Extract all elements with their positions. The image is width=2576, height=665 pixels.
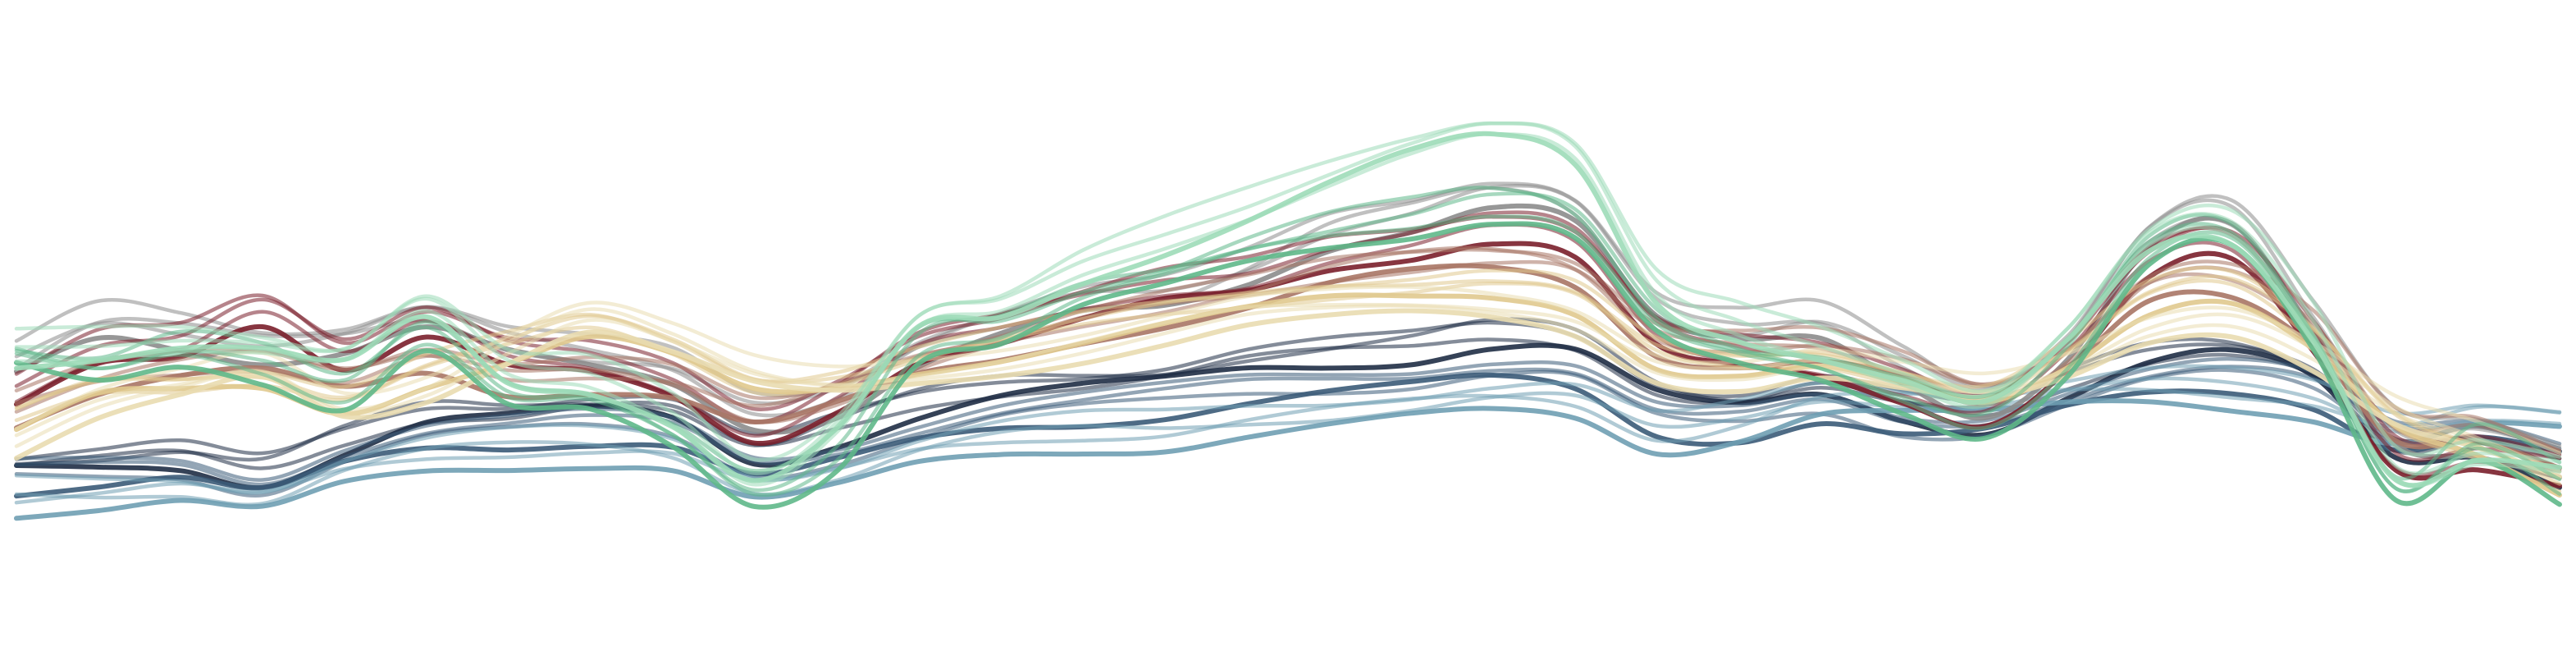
series-line-0-3 <box>14 320 2562 461</box>
series-line-8-3 <box>14 186 2562 481</box>
series-line-2-1 <box>14 387 2562 505</box>
series-line-8-1 <box>14 214 2562 498</box>
series-line-9-3 <box>14 121 2562 462</box>
series-line-9-1 <box>14 131 2562 488</box>
series-line-2-3 <box>14 364 2562 495</box>
series-line-0-1 <box>14 337 2562 471</box>
series-line-7-3 <box>14 284 2562 455</box>
series-line-7-1 <box>14 304 2562 475</box>
series-line-4-2 <box>14 210 2562 462</box>
series-line-1-3 <box>14 356 2562 482</box>
series-line-9-2 <box>14 121 2562 475</box>
series-line-2-2 <box>14 376 2562 507</box>
series-line-1-2 <box>14 365 2562 487</box>
series-line-5-2 <box>14 245 2562 453</box>
series-line-8-0 <box>14 221 2562 510</box>
series-line-9-0 <box>14 131 2562 488</box>
series-line-2-0 <box>14 398 2562 521</box>
plot-area <box>14 121 2562 521</box>
series-line-7-0 <box>14 308 2562 479</box>
series-line-7-2 <box>14 302 2562 474</box>
